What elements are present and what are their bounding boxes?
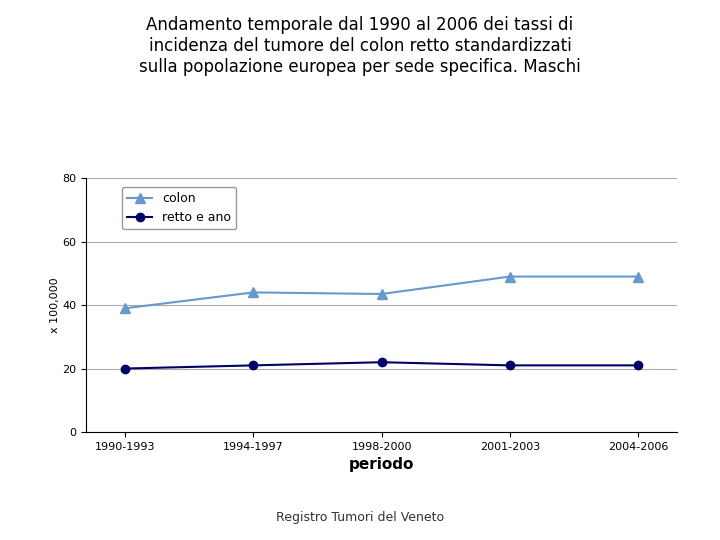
- Y-axis label: x 100,000: x 100,000: [50, 277, 60, 333]
- Line: retto e ano: retto e ano: [121, 358, 642, 373]
- retto e ano: [634, 362, 643, 369]
- retto e ano: [377, 359, 386, 366]
- Text: Registro Tumori del Veneto: Registro Tumori del Veneto: [276, 511, 444, 524]
- colon: [377, 291, 386, 297]
- colon: [120, 305, 129, 312]
- Text: Andamento temporale dal 1990 al 2006 dei tassi di
incidenza del tumore del colon: Andamento temporale dal 1990 al 2006 dei…: [139, 16, 581, 76]
- colon: [249, 289, 258, 296]
- Line: colon: colon: [120, 272, 643, 313]
- X-axis label: periodo: periodo: [349, 457, 414, 472]
- retto e ano: [505, 362, 514, 369]
- colon: [634, 273, 643, 280]
- Legend: colon, retto e ano: colon, retto e ano: [122, 187, 236, 230]
- retto e ano: [120, 365, 129, 372]
- colon: [505, 273, 514, 280]
- retto e ano: [249, 362, 258, 369]
